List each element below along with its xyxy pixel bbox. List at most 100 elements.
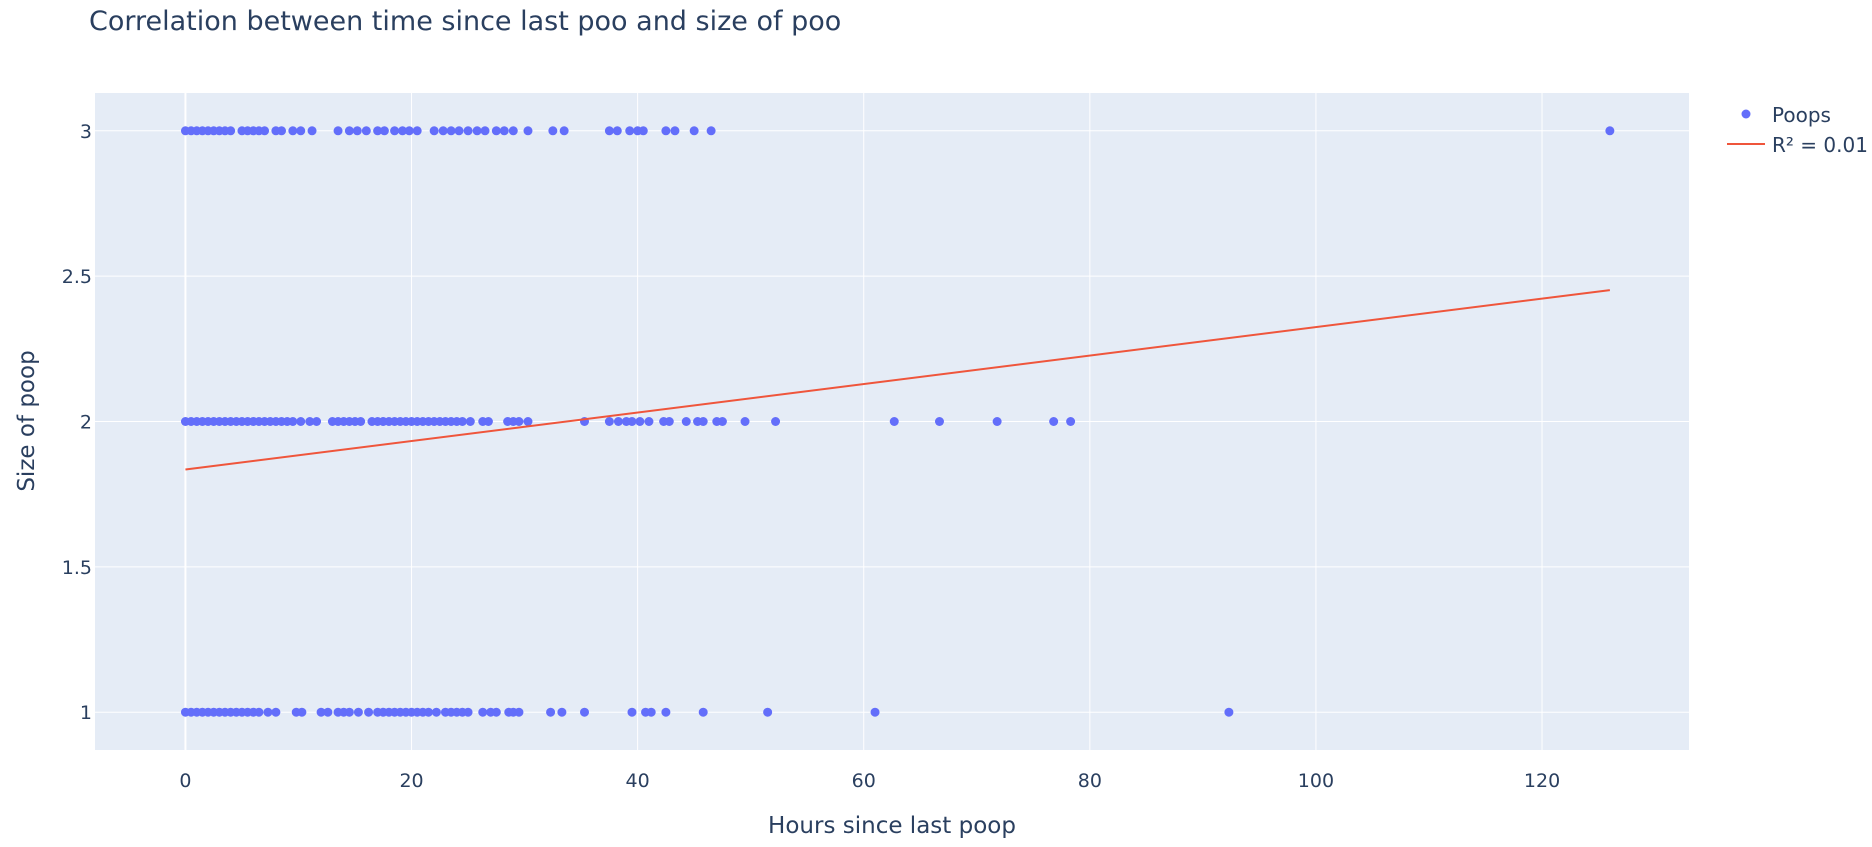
data-point	[644, 417, 654, 426]
data-point	[296, 126, 306, 136]
data-point	[523, 417, 533, 426]
data-point	[457, 417, 467, 426]
x-tick-label: 100	[1298, 770, 1334, 792]
legend-marker-poops	[1741, 109, 1751, 119]
data-point	[277, 126, 287, 136]
data-point	[771, 417, 781, 426]
data-point	[514, 707, 524, 717]
data-point	[478, 707, 488, 717]
data-point	[689, 126, 699, 136]
legend[interactable]: Poops R² = 0.01	[1727, 103, 1868, 157]
y-tick-label: 1.5	[62, 557, 92, 579]
data-point	[646, 707, 656, 717]
data-point	[559, 126, 569, 136]
x-tick-label: 120	[1524, 770, 1560, 792]
x-tick-label: 40	[626, 770, 650, 792]
x-tick-label: 20	[399, 770, 423, 792]
data-point	[698, 417, 708, 426]
data-point	[373, 126, 383, 136]
y-tick-label: 2.5	[62, 266, 92, 288]
data-point	[627, 707, 637, 717]
data-point	[297, 707, 307, 717]
data-point	[1605, 126, 1615, 136]
data-point	[431, 707, 441, 717]
data-point	[463, 707, 473, 717]
data-point	[740, 417, 750, 426]
data-point	[463, 126, 473, 136]
data-point	[316, 707, 326, 717]
data-point	[353, 707, 363, 717]
data-point	[1049, 417, 1059, 426]
data-point	[412, 126, 422, 136]
legend-item-r2[interactable]: R² = 0.01	[1727, 133, 1868, 157]
data-point	[514, 417, 524, 426]
chart-title: Correlation between time since last poo …	[89, 6, 841, 37]
data-point	[307, 126, 317, 136]
data-point	[312, 417, 322, 426]
trend-line	[185, 289, 1610, 471]
data-point	[698, 707, 708, 717]
data-point	[364, 707, 374, 717]
data-point	[661, 126, 671, 136]
data-point	[288, 126, 298, 136]
data-point	[717, 417, 727, 426]
data-point	[491, 707, 501, 717]
y-axis: 1 1.5 2 2.5 3	[62, 121, 92, 724]
data-point	[706, 126, 716, 136]
data-point	[681, 417, 691, 426]
data-point	[612, 126, 622, 136]
data-point	[472, 126, 482, 136]
legend-item-poops[interactable]: Poops	[1741, 103, 1831, 127]
data-point	[352, 126, 362, 136]
data-point	[548, 126, 558, 136]
data-point	[446, 126, 456, 136]
data-point	[323, 707, 333, 717]
data-point	[397, 126, 407, 136]
y-axis-title: Size of poop	[14, 350, 40, 491]
data-point	[429, 126, 439, 136]
data-point	[635, 417, 645, 426]
data-point	[271, 707, 281, 717]
data-point	[404, 126, 414, 136]
data-point	[390, 126, 400, 136]
data-point	[454, 126, 464, 136]
data-point	[499, 126, 509, 136]
data-point	[423, 707, 433, 717]
data-point	[254, 707, 264, 717]
data-point	[491, 126, 501, 136]
data-point	[992, 417, 1002, 426]
data-point	[523, 126, 533, 136]
data-point	[670, 126, 680, 136]
data-point	[664, 417, 674, 426]
data-point	[870, 707, 880, 717]
data-point	[625, 126, 635, 136]
data-point	[333, 126, 343, 136]
data-point	[661, 707, 671, 717]
data-point	[361, 126, 371, 136]
y-tick-label: 3	[80, 121, 92, 143]
data-point	[580, 707, 590, 717]
legend-label-poops: Poops	[1772, 103, 1831, 127]
y-tick-label: 2	[80, 412, 92, 434]
series-layer	[180, 126, 1615, 717]
data-point	[296, 417, 306, 426]
data-point	[638, 126, 648, 136]
data-point	[557, 707, 567, 717]
data-point	[288, 417, 298, 426]
data-point	[344, 126, 354, 136]
data-point	[483, 417, 493, 426]
data-point	[763, 707, 773, 717]
data-point	[379, 126, 389, 136]
data-point	[480, 126, 490, 136]
data-point	[889, 417, 899, 426]
data-point	[260, 126, 270, 136]
data-point	[546, 707, 556, 717]
x-axis-title: Hours since last poop	[768, 813, 1016, 839]
data-point	[263, 707, 273, 717]
data-point	[613, 417, 623, 426]
x-tick-label: 60	[852, 770, 876, 792]
x-axis: 0 20 40 60 80 100 120	[179, 770, 1560, 792]
data-point	[438, 126, 448, 136]
data-point	[226, 126, 236, 136]
